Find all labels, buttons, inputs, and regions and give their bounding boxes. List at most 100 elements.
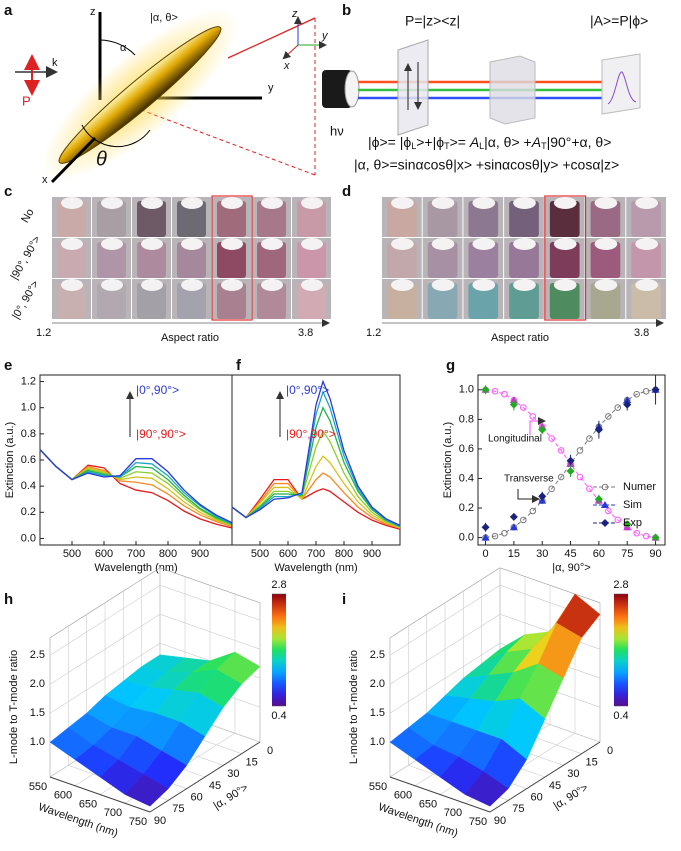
marker [614, 516, 622, 524]
colorbar-label: 0.4 [271, 710, 286, 722]
marker [529, 507, 537, 515]
vial-cap [472, 197, 496, 209]
y-tick-label: 75 [512, 803, 524, 815]
line [231, 455, 401, 529]
z-tick-label: 1.0 [370, 736, 385, 748]
vial-cap [301, 279, 323, 291]
axis-label: x [283, 60, 290, 72]
line [231, 429, 401, 528]
vial [468, 283, 499, 319]
legend-marker [601, 483, 609, 491]
colorbar [272, 594, 286, 706]
marker [481, 523, 490, 532]
vial-cap [391, 197, 414, 209]
x-tick-label: 600 [95, 548, 113, 560]
colorbar-label: 0.4 [613, 710, 628, 722]
y-tick-label: 60 [531, 792, 543, 804]
theta-arc [81, 124, 151, 148]
marker [491, 532, 499, 540]
x-tick-label: 500 [251, 548, 269, 560]
panel-label: h [4, 591, 13, 608]
state-label: |α, θ> [150, 12, 178, 24]
panel-label: c [4, 183, 12, 200]
vial [177, 283, 206, 319]
line [231, 478, 401, 530]
y-axis [149, 741, 261, 813]
marker [548, 435, 555, 442]
axis-label: Aspect ratio [161, 332, 219, 344]
vial-cap [513, 197, 536, 209]
marker [501, 529, 508, 537]
y-tick-label: 0.6 [459, 443, 474, 455]
marker [642, 532, 650, 540]
vial [217, 242, 246, 278]
z-tick-label: 2.5 [370, 649, 385, 661]
vial-cap [261, 197, 283, 209]
vial-cap [101, 197, 123, 209]
y-tick-label: 0.8 [459, 413, 474, 425]
vial-cap [635, 279, 659, 291]
y-tick-label: 0.8 [21, 428, 36, 440]
p-label: P [22, 93, 31, 108]
annotation: Transverse [504, 474, 554, 485]
panel-b: b z y x hν P=|z><z| |A>=P|ϕ> |ϕ>= |ϕL>+|… [282, 2, 648, 173]
y-tick-label: 1.0 [21, 402, 36, 414]
vial [137, 201, 166, 237]
x-axis [50, 136, 97, 184]
axis-label: x [42, 174, 48, 186]
marker [566, 467, 575, 476]
x-axis-label: Wavelength (nm) [274, 562, 357, 574]
x-tick-label: 900 [363, 548, 381, 560]
vial [177, 242, 206, 278]
vial [631, 201, 661, 237]
vial [137, 283, 166, 319]
x-tick-label: 750 [469, 816, 487, 828]
lamp [322, 70, 352, 108]
vial-cap [301, 197, 323, 209]
vial [387, 283, 417, 319]
eq-part: A [531, 134, 541, 150]
annotation-arrow [517, 489, 540, 503]
x-axis-label: |α, 90°> [552, 562, 590, 574]
vial [509, 201, 539, 237]
red-line [227, 17, 316, 59]
x-tick-label: 600 [394, 790, 412, 802]
marker [594, 425, 603, 434]
vial-cap [635, 238, 659, 250]
vial [257, 283, 286, 319]
marker [614, 404, 622, 411]
y-tick-label: 0.2 [459, 502, 474, 514]
vial-cap [101, 279, 123, 291]
angle-label: θ [96, 148, 107, 170]
vial [387, 242, 417, 278]
z-tick-label: 2.5 [30, 649, 45, 661]
y-tick-label: 60 [191, 792, 203, 804]
x-tick-label: 45 [564, 548, 576, 560]
vial [427, 283, 458, 319]
eq-part: >= [450, 134, 470, 150]
marker [586, 435, 593, 442]
ratio-end: 3.8 [634, 327, 649, 339]
vial [509, 283, 539, 319]
vial [590, 242, 621, 278]
marker [557, 447, 565, 454]
line [39, 449, 233, 527]
axis-label: Aspect ratio [491, 332, 549, 344]
vial [631, 242, 661, 278]
y-tick-label: 0 [607, 745, 613, 757]
vial [97, 283, 126, 319]
y-tick-label: 0.0 [459, 532, 474, 544]
x-tick-label: 800 [335, 548, 353, 560]
vial [549, 242, 580, 278]
x-tick-label: 900 [191, 548, 209, 560]
marker [491, 387, 499, 395]
eq-sub: L [411, 141, 416, 151]
marker [576, 473, 584, 481]
line [231, 390, 401, 528]
angle-label: α [120, 42, 127, 54]
vial-cap [431, 238, 455, 250]
vial [468, 201, 499, 237]
ratio-start: 1.2 [36, 327, 51, 339]
vial-cap [472, 238, 496, 250]
